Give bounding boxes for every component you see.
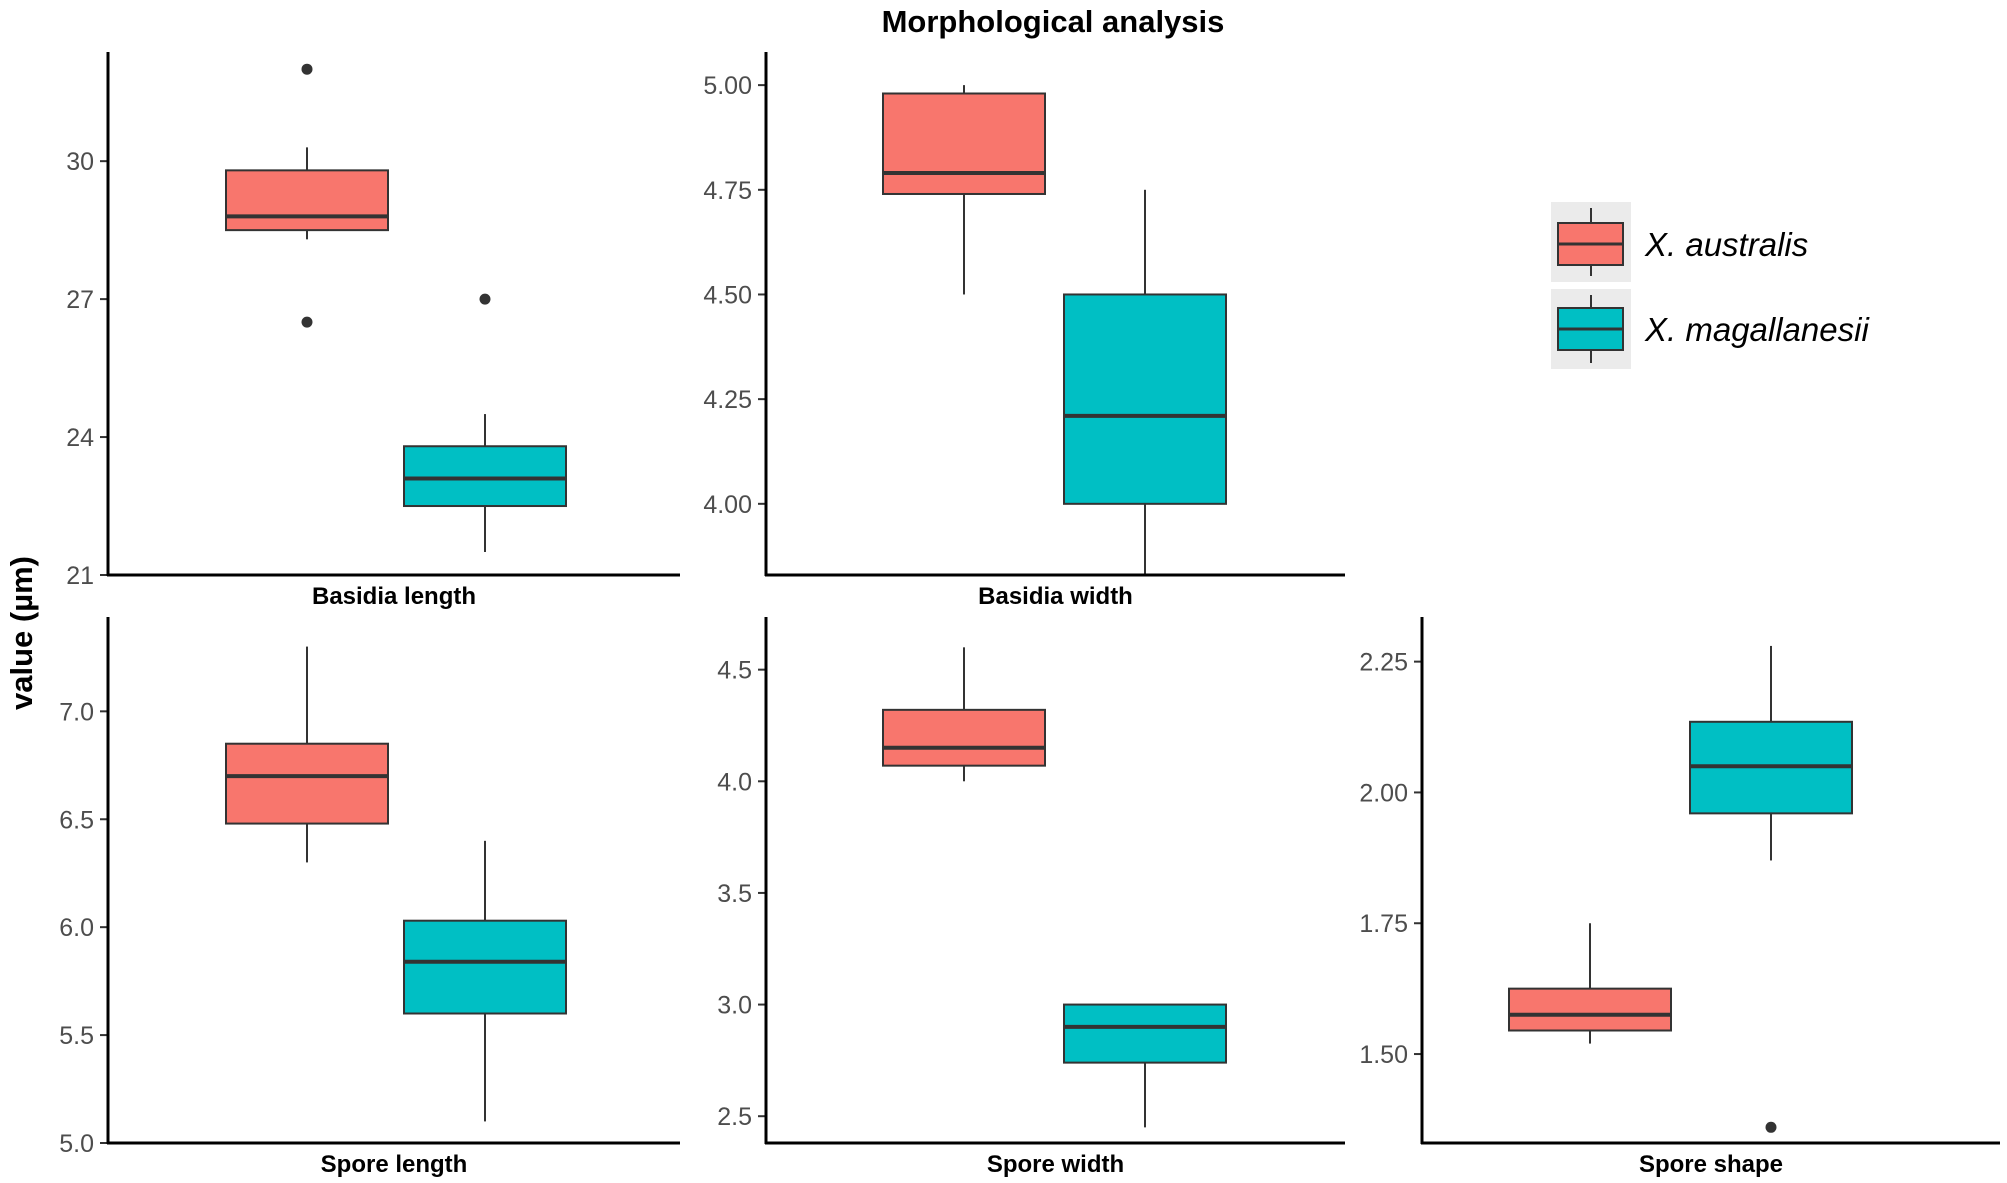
box-magallanesii [1063,189,1227,575]
box-iqr [403,445,567,508]
y-tick-label: 3.5 [717,880,752,908]
legend-label-australis: X. australis [1644,226,1808,263]
panel-label: Spore width [987,1151,1124,1178]
panel-spore-shape: 1.50 1.75 2.00 2.25 Spore shape [1359,617,2000,1178]
panel-label: Basidia width [978,583,1133,610]
panel-label: Spore length [321,1151,468,1178]
y-tick-label: 5.00 [703,72,752,100]
box-iqr [882,92,1046,195]
y-tick-label: 27 [66,286,94,314]
box-australis [882,85,1046,295]
y-tick-label: 3.0 [717,992,752,1020]
box-iqr [225,169,389,232]
y-tick-label: 4.50 [703,281,752,309]
y-tick-label: 1.50 [1359,1041,1408,1069]
y-tick-label: 2.5 [717,1103,752,1131]
legend: X. australis X. magallanesii [1551,202,1870,369]
y-tick-label: 30 [66,148,94,176]
box-iqr [225,742,389,825]
y-tick-label: 4.25 [703,386,752,414]
y-tick-label: 4.75 [703,177,752,205]
box-australis [1508,923,1672,1044]
box-magallanesii [1689,645,1853,1133]
y-tick-label: 2.00 [1359,779,1408,807]
y-tick-label: 4.5 [717,657,752,685]
legend-label-magallanesii: X. magallanesii [1644,311,1870,348]
box-australis [225,646,389,863]
box-australis [225,63,389,328]
outlier-point [479,293,491,305]
panel-spore-length: 5.0 5.5 6.0 6.5 7.0 Spore length [59,617,680,1178]
panel-label: Basidia length [312,583,476,610]
box-magallanesii [403,293,567,553]
y-tick-label: 24 [66,424,94,452]
box-iqr [1508,987,1672,1032]
box-magallanesii [1063,1003,1227,1128]
legend-item-magallanesii: X. magallanesii [1551,289,1870,369]
y-axis-label: value (µm) [4,556,39,710]
y-tick-label: 5.0 [59,1130,94,1158]
box-iqr [1063,1003,1227,1064]
outlier-point [301,63,313,75]
y-tick-label: 21 [66,562,94,590]
box-iqr [882,708,1046,767]
box-australis [882,647,1046,782]
panel-label: Spore shape [1639,1151,1783,1178]
box-magallanesii [403,840,567,1122]
y-tick-label: 5.5 [59,1022,94,1050]
figure-title: Morphological analysis [882,4,1225,39]
panel-spore-width: 2.5 3.0 3.5 4.0 4.5 Spore width [717,617,1345,1178]
y-tick-label: 4.0 [717,768,752,796]
outlier-point [1765,1121,1777,1133]
legend-item-australis: X. australis [1551,202,1808,282]
y-tick-label: 6.0 [59,914,94,942]
outlier-point [301,316,313,328]
y-tick-label: 1.75 [1359,910,1408,938]
panel-basidia-length: 21 24 27 30 Basidia length [66,52,680,610]
panel-basidia-width: 4.00 4.25 4.50 4.75 5.00 Basidia width [703,52,1345,610]
panels: 21 24 27 30 Basidia length 4.00 4.25 4.50 4.75 5.… [59,52,2000,1178]
y-tick-label: 4.00 [703,491,752,519]
box-iqr [403,919,567,1015]
y-tick-label: 2.25 [1359,649,1408,677]
box-iqr [1063,293,1227,505]
y-tick-label: 6.5 [59,806,94,834]
y-tick-label: 7.0 [59,698,94,726]
